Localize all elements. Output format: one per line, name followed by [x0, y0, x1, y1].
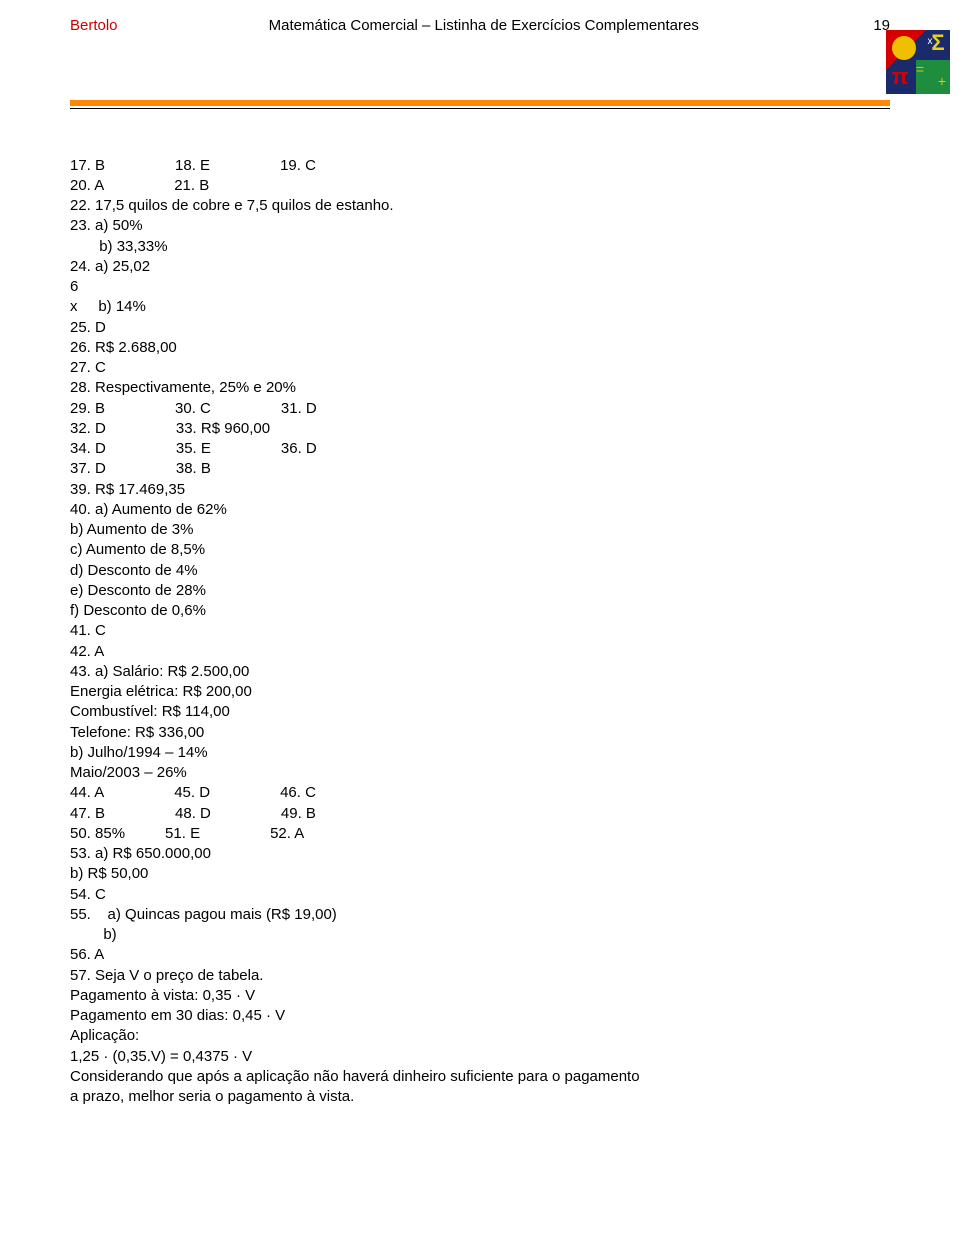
- ans-22: 22. 17,5 quilos de cobre e 7,5 quilos de…: [70, 197, 394, 214]
- ans-36: 36. D: [281, 440, 317, 457]
- ans-25: 25. D: [70, 319, 106, 336]
- pi-glyph: π: [892, 64, 909, 89]
- ans-57e: 1,25 · (0,35.V) = 0,4375 · V: [70, 1048, 252, 1065]
- sigma-glyph: Σ: [931, 30, 944, 55]
- ans-43c: Combustível: R$ 114,00: [70, 703, 230, 720]
- ans-42: 42. A: [70, 643, 104, 660]
- ans-40e: e) Desconto de 28%: [70, 582, 206, 599]
- ans-32: 32. D: [70, 420, 106, 437]
- orange-divider: [70, 100, 890, 106]
- ans-38: 38. B: [176, 460, 211, 477]
- ans-24b: x b) 14%: [70, 298, 146, 315]
- ans-45: 45. D: [174, 784, 210, 801]
- ans-26: 26. R$ 2.688,00: [70, 339, 177, 356]
- ans-34: 34. D: [70, 440, 106, 457]
- ans-43e: Energia elétrica: R$ 200,00: [70, 683, 252, 700]
- ans-29: 29. B: [70, 400, 105, 417]
- ans-54: 54. C: [70, 886, 106, 903]
- ans-55b: b): [70, 926, 117, 943]
- ans-50: 50. 85%: [70, 825, 125, 842]
- ans-18: 18. E: [175, 157, 210, 174]
- ans-43bj: b) Julho/1994 – 14%: [70, 744, 208, 761]
- page-header: Bertolo Matemática Comercial – Listinha …: [70, 16, 890, 36]
- ans-31: 31. D: [281, 400, 317, 417]
- corner-math-icon: Σ x π = +: [886, 30, 950, 94]
- ans-35: 35. E: [176, 440, 211, 457]
- ans-37: 37. D: [70, 460, 106, 477]
- answer-list: 17. B 18. E 19. C 20. A 21. B 22. 17,5 quil…: [70, 135, 890, 1107]
- ans-55a: 55. a) Quincas pagou mais (R$ 19,00): [70, 906, 337, 923]
- svg-text:x: x: [928, 36, 933, 47]
- ans-40c: c) Aumento de 8,5%: [70, 541, 205, 558]
- ans-33: 33. R$ 960,00: [176, 420, 270, 437]
- ans-30: 30. C: [175, 400, 211, 417]
- ans-53b: b) R$ 50,00: [70, 865, 148, 882]
- ans-46: 46. C: [280, 784, 316, 801]
- ans-43t: Telefone: R$ 336,00: [70, 724, 204, 741]
- ans-28: 28. Respectivamente, 25% e 20%: [70, 379, 296, 396]
- ans-23b: b) 33,33%: [99, 238, 167, 255]
- ans-24six: 6: [70, 278, 78, 295]
- ans-24a: 24. a) 25,02: [70, 258, 150, 275]
- ans-51: 51. E: [165, 825, 200, 842]
- ans-21: 21. B: [174, 177, 209, 194]
- ans-43m: Maio/2003 – 26%: [70, 764, 187, 781]
- ans-39: 39. R$ 17.469,35: [70, 481, 185, 498]
- ans-56: 56. A: [70, 946, 104, 963]
- ans-19: 19. C: [280, 157, 316, 174]
- ans-57g: a prazo, melhor seria o pagamento à vist…: [70, 1088, 354, 1105]
- ans-43a: 43. a) Salário: R$ 2.500,00: [70, 663, 249, 680]
- black-divider: [70, 108, 890, 109]
- ans-52: 52. A: [270, 825, 304, 842]
- ans-57f: Considerando que após a aplicação não ha…: [70, 1068, 640, 1085]
- ans-57a: 57. Seja V o preço de tabela.: [70, 967, 263, 984]
- ans-40a: 40. a) Aumento de 62%: [70, 501, 227, 518]
- author-name: Bertolo: [70, 16, 118, 36]
- ans-40f: f) Desconto de 0,6%: [70, 602, 206, 619]
- ans-49: 49. B: [281, 805, 316, 822]
- ans-57b: Pagamento à vista: 0,35 · V: [70, 987, 255, 1004]
- ans-41: 41. C: [70, 622, 106, 639]
- ans-57c: Pagamento em 30 dias: 0,45 · V: [70, 1007, 285, 1024]
- page-number: 19: [850, 16, 890, 36]
- svg-text:+: +: [938, 73, 946, 89]
- document-title: Matemática Comercial – Listinha de Exerc…: [118, 16, 850, 36]
- ans-17: 17. B: [70, 157, 105, 174]
- ans-27: 27. C: [70, 359, 106, 376]
- svg-text:=: =: [916, 61, 924, 77]
- ans-48: 48. D: [175, 805, 211, 822]
- ans-40b: b) Aumento de 3%: [70, 521, 193, 538]
- ans-40d: d) Desconto de 4%: [70, 562, 198, 579]
- ans-20: 20. A: [70, 177, 104, 194]
- ans-53a: 53. a) R$ 650.000,00: [70, 845, 211, 862]
- ans-57d: Aplicação:: [70, 1027, 139, 1044]
- ans-47: 47. B: [70, 805, 105, 822]
- ans-44: 44. A: [70, 784, 104, 801]
- ans-23a: 23. a) 50%: [70, 217, 143, 234]
